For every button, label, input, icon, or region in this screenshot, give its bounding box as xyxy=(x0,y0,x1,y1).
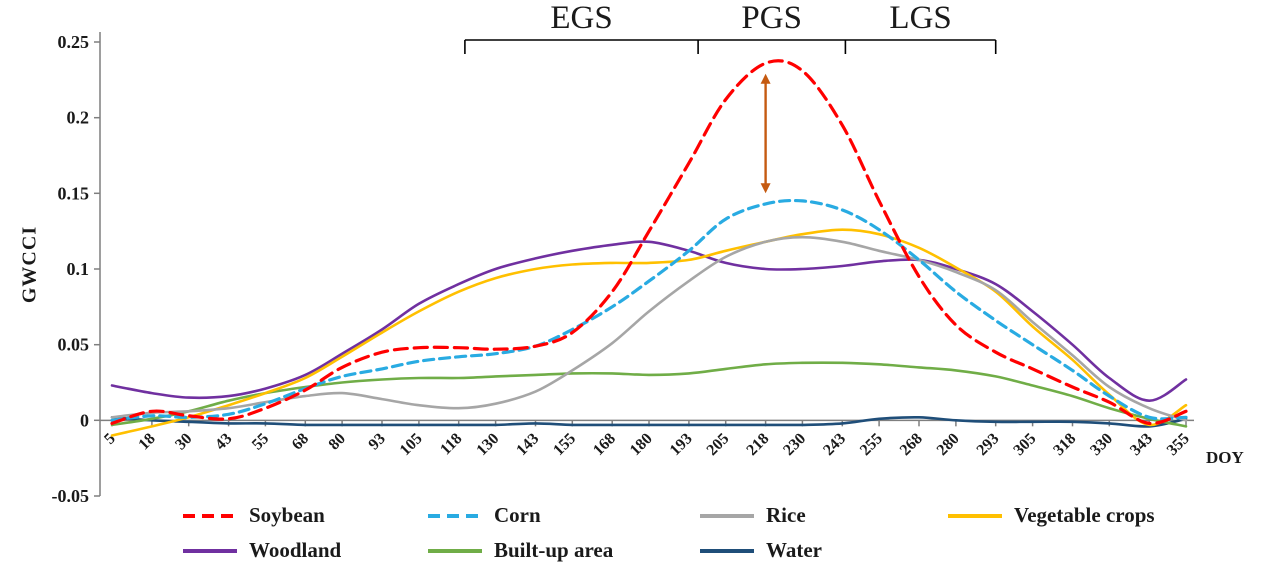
legend-line-water xyxy=(700,548,754,553)
svg-text:93: 93 xyxy=(365,430,388,453)
legend-line-vegetable-crops xyxy=(948,513,1002,518)
legend-label-vegetable-crops: Vegetable crops xyxy=(1014,503,1155,527)
svg-text:355: 355 xyxy=(1164,430,1193,459)
svg-text:193: 193 xyxy=(667,430,696,459)
svg-text:0: 0 xyxy=(80,410,89,430)
svg-text:0.2: 0.2 xyxy=(67,108,90,128)
legend-item-rice: Rice xyxy=(700,503,948,528)
svg-text:293: 293 xyxy=(974,430,1003,459)
svg-text:180: 180 xyxy=(627,430,656,459)
legend-label-woodland: Woodland xyxy=(249,538,342,562)
svg-text:318: 318 xyxy=(1050,430,1079,459)
legend-item-built-up-area: Built-up area xyxy=(428,538,700,563)
legend-line-woodland xyxy=(183,548,237,553)
legend-line-rice xyxy=(700,513,754,518)
legend-label-built-up-area: Built-up area xyxy=(494,538,614,562)
svg-text:305: 305 xyxy=(1010,430,1039,459)
svg-text:343: 343 xyxy=(1127,430,1156,459)
legend-label-soybean: Soybean xyxy=(249,503,325,527)
x-axis-title: DOY xyxy=(1206,448,1244,467)
svg-text:168: 168 xyxy=(590,430,619,459)
legend-line-corn xyxy=(428,513,482,518)
svg-text:68: 68 xyxy=(289,430,312,453)
legend-item-vegetable-crops: Vegetable crops xyxy=(948,503,1258,528)
svg-text:205: 205 xyxy=(704,430,733,459)
legend-label-corn: Corn xyxy=(494,503,541,527)
svg-text:118: 118 xyxy=(437,430,465,458)
svg-text:105: 105 xyxy=(397,430,426,459)
svg-text:243: 243 xyxy=(820,430,849,459)
phase-label-egs: EGS xyxy=(550,0,613,36)
legend: Soybean Corn Rice Vegetable crops Woodla… xyxy=(183,503,1258,563)
svg-text:218: 218 xyxy=(743,430,772,459)
svg-text:-0.05: -0.05 xyxy=(52,486,90,506)
svg-text:230: 230 xyxy=(780,430,809,459)
legend-item-corn: Corn xyxy=(428,503,700,528)
legend-item-woodland: Woodland xyxy=(183,538,428,563)
svg-text:0.1: 0.1 xyxy=(67,259,90,279)
svg-text:30: 30 xyxy=(172,430,195,453)
legend-item-soybean: Soybean xyxy=(183,503,428,528)
svg-text:280: 280 xyxy=(934,430,963,459)
legend-line-built-up-area xyxy=(428,548,482,553)
y-axis-title: GWCCI xyxy=(18,225,41,304)
svg-text:143: 143 xyxy=(513,430,542,459)
svg-text:0.15: 0.15 xyxy=(58,183,90,203)
svg-text:55: 55 xyxy=(249,430,272,453)
svg-text:18: 18 xyxy=(135,430,158,453)
svg-text:155: 155 xyxy=(550,430,579,459)
svg-text:0.25: 0.25 xyxy=(58,32,90,52)
svg-text:80: 80 xyxy=(326,430,349,453)
svg-text:255: 255 xyxy=(857,430,886,459)
legend-line-soybean xyxy=(183,513,237,518)
svg-text:268: 268 xyxy=(897,430,926,459)
legend-item-water: Water xyxy=(700,538,948,563)
svg-text:130: 130 xyxy=(473,430,502,459)
phase-label-pgs: PGS xyxy=(741,0,802,36)
season-annotations: EGS PGS LGS xyxy=(0,0,1268,40)
legend-label-rice: Rice xyxy=(766,503,806,527)
phase-label-lgs: LGS xyxy=(889,0,952,36)
svg-text:0.05: 0.05 xyxy=(58,335,90,355)
svg-text:5: 5 xyxy=(101,430,119,448)
svg-text:330: 330 xyxy=(1087,430,1116,459)
svg-text:43: 43 xyxy=(212,430,235,453)
legend-label-water: Water xyxy=(766,538,822,562)
